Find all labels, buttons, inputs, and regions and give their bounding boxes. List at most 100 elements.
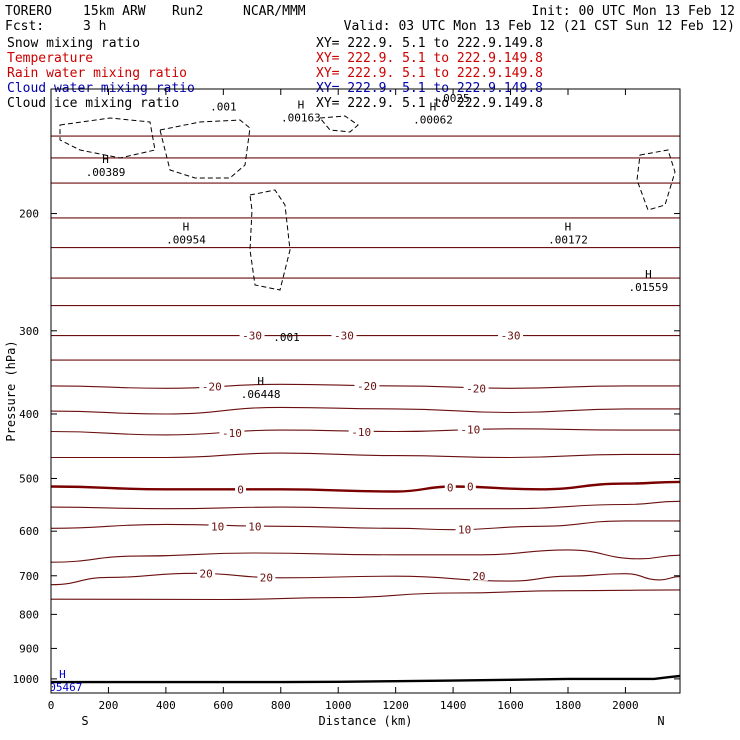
extremum-value: .00954 — [166, 233, 206, 246]
isotherm-label-bg — [197, 567, 216, 579]
isotherm-label: 20 — [260, 571, 273, 584]
header: TORERO 15km ARW Run2 NCAR/MMM Init: 00 U… — [5, 4, 735, 34]
isotherm-label-bg — [208, 520, 227, 532]
y-tick-label: 700 — [19, 570, 39, 583]
legend-xy: XY= 222.9. 5.1 to 222.9.149.8 — [316, 51, 543, 66]
terrain-line — [51, 674, 680, 684]
org-label: NCAR/MMM — [243, 4, 306, 19]
x-tick-label: 1200 — [382, 699, 409, 712]
isotherm-label: -20 — [202, 381, 222, 394]
legend-xy: XY= 222.9. 5.1 to 222.9.149.8 — [316, 96, 543, 111]
isotherm-label-bg — [199, 380, 225, 392]
init-time: Init: 00 UTC Mon 13 Feb 12 — [532, 4, 736, 19]
x-tick-label: 400 — [156, 699, 176, 712]
extremum-symbol: H — [257, 375, 264, 388]
isotherm-label: -10 — [222, 427, 242, 440]
x-tick-label: 1800 — [555, 699, 582, 712]
isotherm-label-bg — [219, 426, 245, 438]
isotherm-label: 10 — [248, 520, 261, 533]
isotherm-label-bg — [457, 423, 483, 435]
x-tick-label: 1400 — [440, 699, 467, 712]
isotherm-label: 10 — [211, 520, 224, 533]
legend-label: Snow mixing ratio — [7, 36, 140, 51]
extremum-value: .01559 — [629, 281, 669, 294]
legend-label: Cloud ice mixing ratio — [7, 96, 179, 111]
legend-label: Temperature — [7, 51, 93, 66]
isotherm-label: 0 — [237, 483, 244, 496]
cloud-contour-label: .001 — [210, 100, 237, 113]
isotherm-line — [51, 500, 680, 510]
model-name: TORERO — [5, 4, 52, 19]
isotherm-label-bg — [331, 329, 357, 341]
isotherm-line — [51, 520, 680, 531]
extremum-symbol: H — [59, 668, 66, 681]
isotherm-label-bg — [469, 569, 488, 581]
isotherm-label-bg — [444, 481, 456, 493]
cloud-ice-contour — [249, 189, 291, 291]
extremum-symbol: H — [430, 100, 437, 113]
isotherm-line — [51, 572, 680, 586]
isotherm-label-bg — [348, 426, 374, 438]
isotherm-line — [51, 383, 680, 389]
extremum-value: .00389 — [86, 166, 126, 179]
isotherm-label: -20 — [357, 380, 377, 393]
extremum-symbol: H — [183, 220, 190, 233]
extremum-value: .00172 — [548, 233, 588, 246]
valid-time: Valid: 03 UTC Mon 13 Feb 12 (21 CST Sun … — [344, 19, 735, 34]
x-tick-label: 200 — [99, 699, 119, 712]
y-tick-label: 300 — [19, 325, 39, 338]
isotherm-label-bg — [498, 329, 524, 341]
isotherm-label-bg — [464, 480, 476, 492]
isotherm-label-bg — [354, 379, 380, 391]
x-end-label-north: N — [657, 714, 664, 728]
y-tick-label: 800 — [19, 608, 39, 621]
fcst-value: 3 h — [83, 19, 106, 34]
x-tick-label: 1000 — [325, 699, 352, 712]
y-tick-label: 400 — [19, 408, 39, 421]
extremum-symbol: H — [102, 153, 109, 166]
isotherm-label: -30 — [242, 330, 262, 343]
isotherm-label-bg — [455, 523, 474, 535]
x-tick-label: 600 — [213, 699, 233, 712]
isotherm-label-bg — [245, 520, 264, 532]
extremum-value: .06448 — [241, 388, 281, 401]
isotherm-label: 20 — [199, 568, 212, 581]
isotherm-label: -10 — [351, 426, 371, 439]
y-tick-label: 900 — [19, 642, 39, 655]
isotherm-label-bg — [463, 382, 489, 394]
x-tick-label: 2000 — [612, 699, 639, 712]
isotherm-line — [51, 452, 680, 459]
extremum-symbol: H — [645, 268, 652, 281]
isotherm-label: 0 — [447, 482, 454, 495]
isotherm-line — [51, 549, 680, 563]
y-tick-label: 500 — [19, 472, 39, 485]
x-end-label-south: S — [81, 714, 88, 728]
isotherm-label-bg — [257, 571, 276, 583]
legend-xy: XY= 222.9. 5.1 to 222.9.149.8 — [316, 36, 543, 51]
isotherm-line — [51, 428, 680, 436]
x-tick-label: 800 — [271, 699, 291, 712]
legend-xy: XY= 222.9. 5.1 to 222.9.149.8 — [316, 66, 543, 81]
x-tick-label: 0 — [48, 699, 55, 712]
y-tick-label: 200 — [19, 208, 39, 221]
isotherm-label: -30 — [334, 330, 354, 343]
isotherm-line — [51, 406, 680, 415]
isotherm-label: 20 — [472, 570, 485, 583]
fcst-label: Fcst: — [5, 19, 44, 34]
isotherm-label-bg — [235, 483, 247, 495]
extremum-value: .00062 — [413, 113, 453, 126]
cloud-contour-label: .001 — [273, 331, 300, 344]
isotherm-line — [51, 480, 680, 493]
y-tick-label: 1000 — [13, 673, 40, 686]
cloud-ice-contour — [318, 115, 359, 133]
isotherm-label: 10 — [458, 523, 471, 536]
plot-frame — [50, 88, 681, 694]
extremum-value: .0025 — [437, 92, 470, 105]
isotherm-label: 0 — [467, 480, 474, 493]
cloud-ice-contour — [159, 119, 251, 179]
isotherm-label-bg — [239, 329, 265, 341]
y-tick-label: 600 — [19, 525, 39, 538]
isotherm-line — [51, 589, 680, 601]
